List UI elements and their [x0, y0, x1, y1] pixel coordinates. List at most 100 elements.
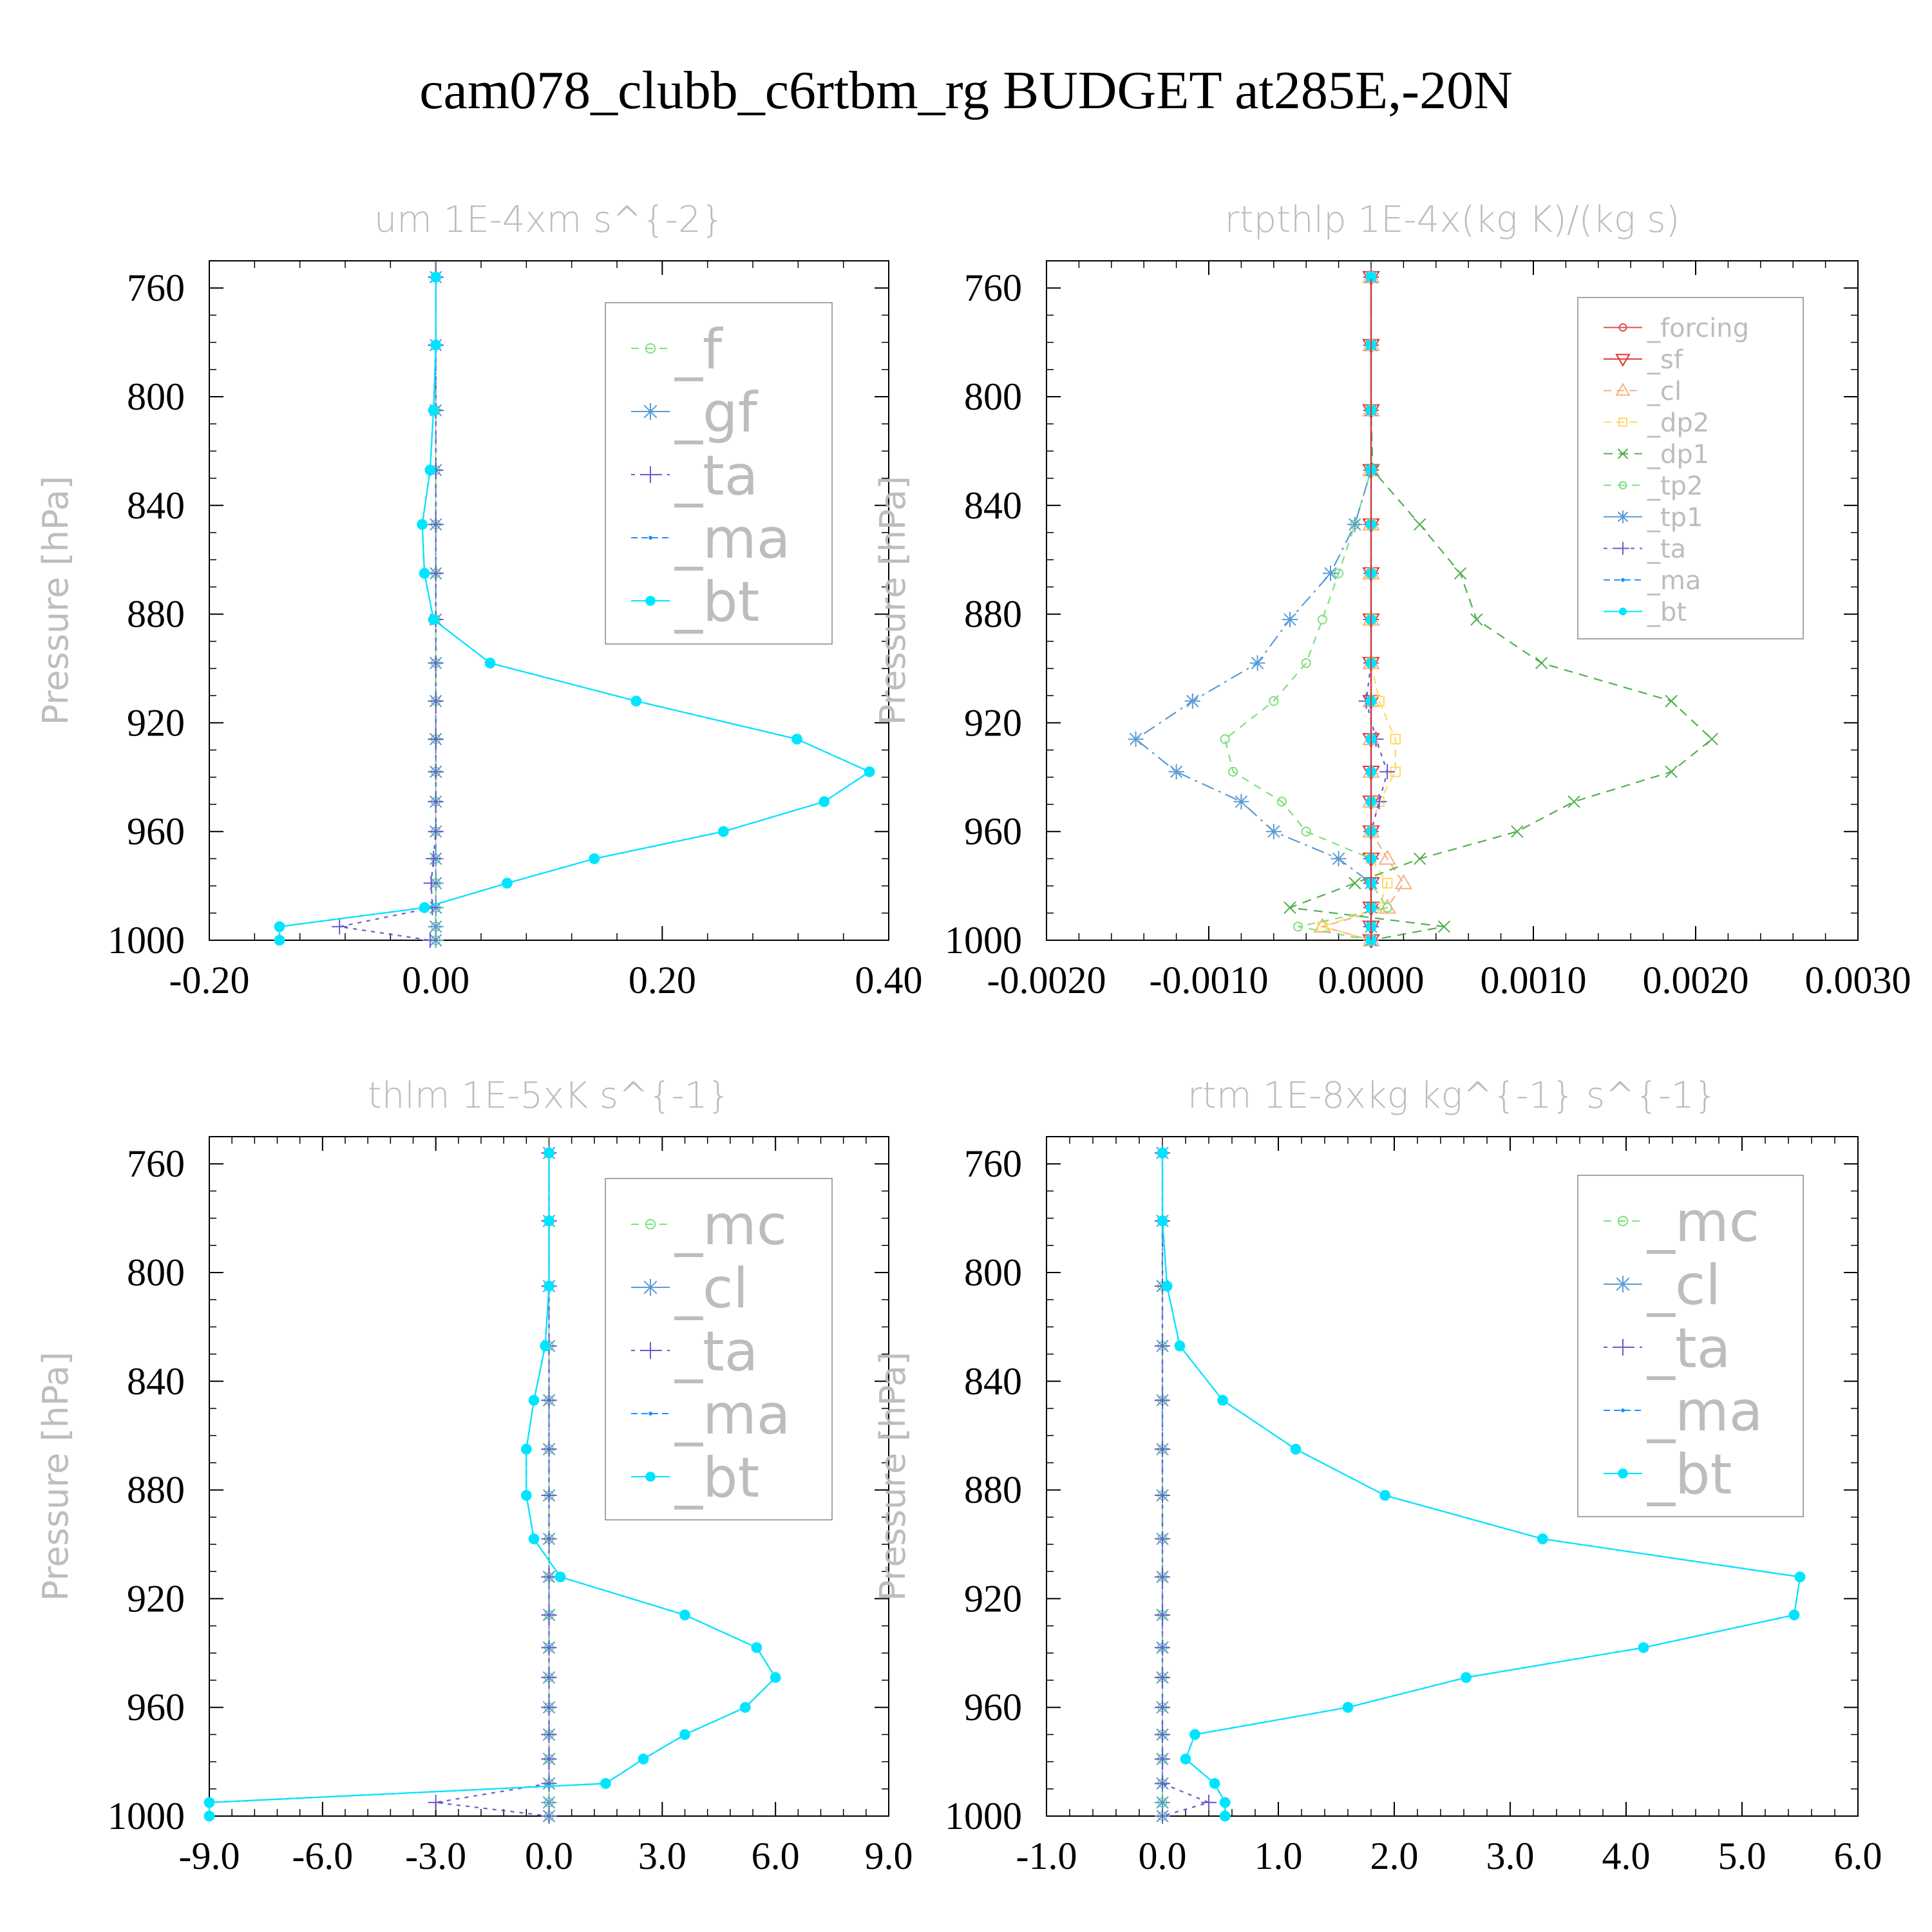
data-point [1413, 852, 1426, 866]
panel-title: rtm 1E-8xkg kg^{-1} s^{-1} [1188, 1075, 1717, 1117]
data-point [679, 1729, 690, 1740]
data-point [1265, 824, 1282, 840]
legend-box [605, 302, 833, 645]
legend-entry: _mc [674, 1193, 787, 1258]
data-point [589, 853, 600, 864]
plot-frame [209, 260, 889, 941]
data-point [1155, 1727, 1170, 1743]
data-point [1301, 826, 1311, 837]
legend-marker [642, 1342, 659, 1359]
data-point [1155, 1569, 1170, 1585]
data-point [541, 1569, 557, 1585]
data-point [502, 877, 513, 889]
legend-marker [1619, 607, 1627, 616]
data-point [638, 1753, 649, 1765]
series-cl [1313, 268, 1413, 947]
data-point [1249, 655, 1265, 671]
data-point [1233, 793, 1249, 810]
data-point [1665, 765, 1678, 779]
data-point [541, 1751, 557, 1767]
legend-box [1577, 1175, 1804, 1517]
x-tick-label: 5.0 [1718, 1835, 1766, 1877]
y-tick-label: 960 [127, 810, 185, 853]
data-point [1276, 797, 1287, 807]
data-point [1219, 1810, 1231, 1822]
data-point [1155, 1441, 1170, 1457]
series-line [435, 1153, 550, 1817]
data-point [1379, 1490, 1391, 1501]
data-point [541, 1531, 557, 1547]
data-point [541, 1669, 557, 1685]
series-line [278, 277, 871, 940]
data-point [428, 731, 444, 747]
data-point [520, 1443, 532, 1455]
data-point [1331, 851, 1347, 867]
legend-box [1577, 297, 1804, 639]
data-point [426, 851, 442, 867]
data-point [819, 796, 830, 808]
data-point [1290, 1443, 1302, 1455]
series-line [1289, 277, 1713, 942]
legend-entry: _sf [1647, 345, 1683, 375]
series-ta [428, 1145, 557, 1824]
data-point [1788, 1609, 1800, 1621]
data-point [332, 918, 348, 934]
data-point [739, 1701, 751, 1713]
data-point [1209, 1777, 1220, 1789]
legend-marker [1615, 383, 1631, 396]
data-point [1349, 876, 1361, 890]
y-tick-label: 920 [127, 701, 185, 744]
series-bt [274, 271, 875, 946]
data-point [204, 1810, 215, 1822]
data-point [1155, 1392, 1170, 1408]
data-point [1665, 694, 1678, 708]
data-point [1220, 734, 1230, 744]
legend-entry: _ta [1647, 1316, 1730, 1381]
y-tick-label: 880 [964, 593, 1022, 636]
x-tick-label: 0.00 [402, 959, 469, 1001]
data-point [1128, 731, 1144, 747]
data-point [428, 693, 444, 709]
series-line [1365, 277, 1388, 940]
y-tick-label: 920 [964, 1577, 1022, 1620]
panel-3: thlm 1E-5xK s^{-1} Pressure [hPa] -9.0 -6.0… [35, 1075, 913, 1877]
plot-area [1155, 1137, 1806, 1824]
legend-entry: _cl [1647, 377, 1681, 406]
data-point [541, 1392, 557, 1408]
plot-area [204, 1137, 781, 1824]
legend-marker [645, 343, 656, 354]
data-point [1461, 1672, 1472, 1683]
x-tick-label: 0.0030 [1805, 959, 1911, 1001]
legend: _mc_cl_ta_ma_bt [605, 1178, 833, 1520]
x-tick-label: -0.0020 [987, 959, 1106, 1001]
x-tick-label: 6.0 [752, 1835, 800, 1877]
y-tick-label: 960 [964, 810, 1022, 853]
x-tick-label: 9.0 [865, 1835, 913, 1877]
x-tick-label: 0.0 [1139, 1835, 1187, 1877]
data-point [1293, 922, 1303, 932]
legend-marker [1618, 417, 1627, 427]
y-tick-label: 880 [127, 1469, 185, 1511]
legend-entry: _gf [674, 381, 759, 445]
data-point [1155, 1488, 1170, 1504]
data-point [1454, 567, 1467, 580]
y-tick-label: 960 [964, 1686, 1022, 1728]
data-point [554, 1571, 566, 1583]
data-point [1184, 693, 1200, 709]
data-point [791, 734, 802, 745]
data-point [428, 793, 444, 810]
data-point [541, 1640, 557, 1656]
y-tick-label: 840 [127, 484, 185, 527]
data-point [1155, 1338, 1170, 1354]
legend-marker [1621, 1408, 1625, 1412]
data-point [1155, 1640, 1170, 1656]
series-ta [332, 269, 444, 948]
legend-entry: _forcing [1647, 314, 1749, 343]
data-point [1379, 764, 1396, 780]
data-point [1219, 1797, 1231, 1808]
data-point [1705, 733, 1718, 746]
data-point [417, 518, 428, 530]
x-tick-label: -1.0 [1016, 1835, 1077, 1877]
data-point [528, 1394, 540, 1406]
